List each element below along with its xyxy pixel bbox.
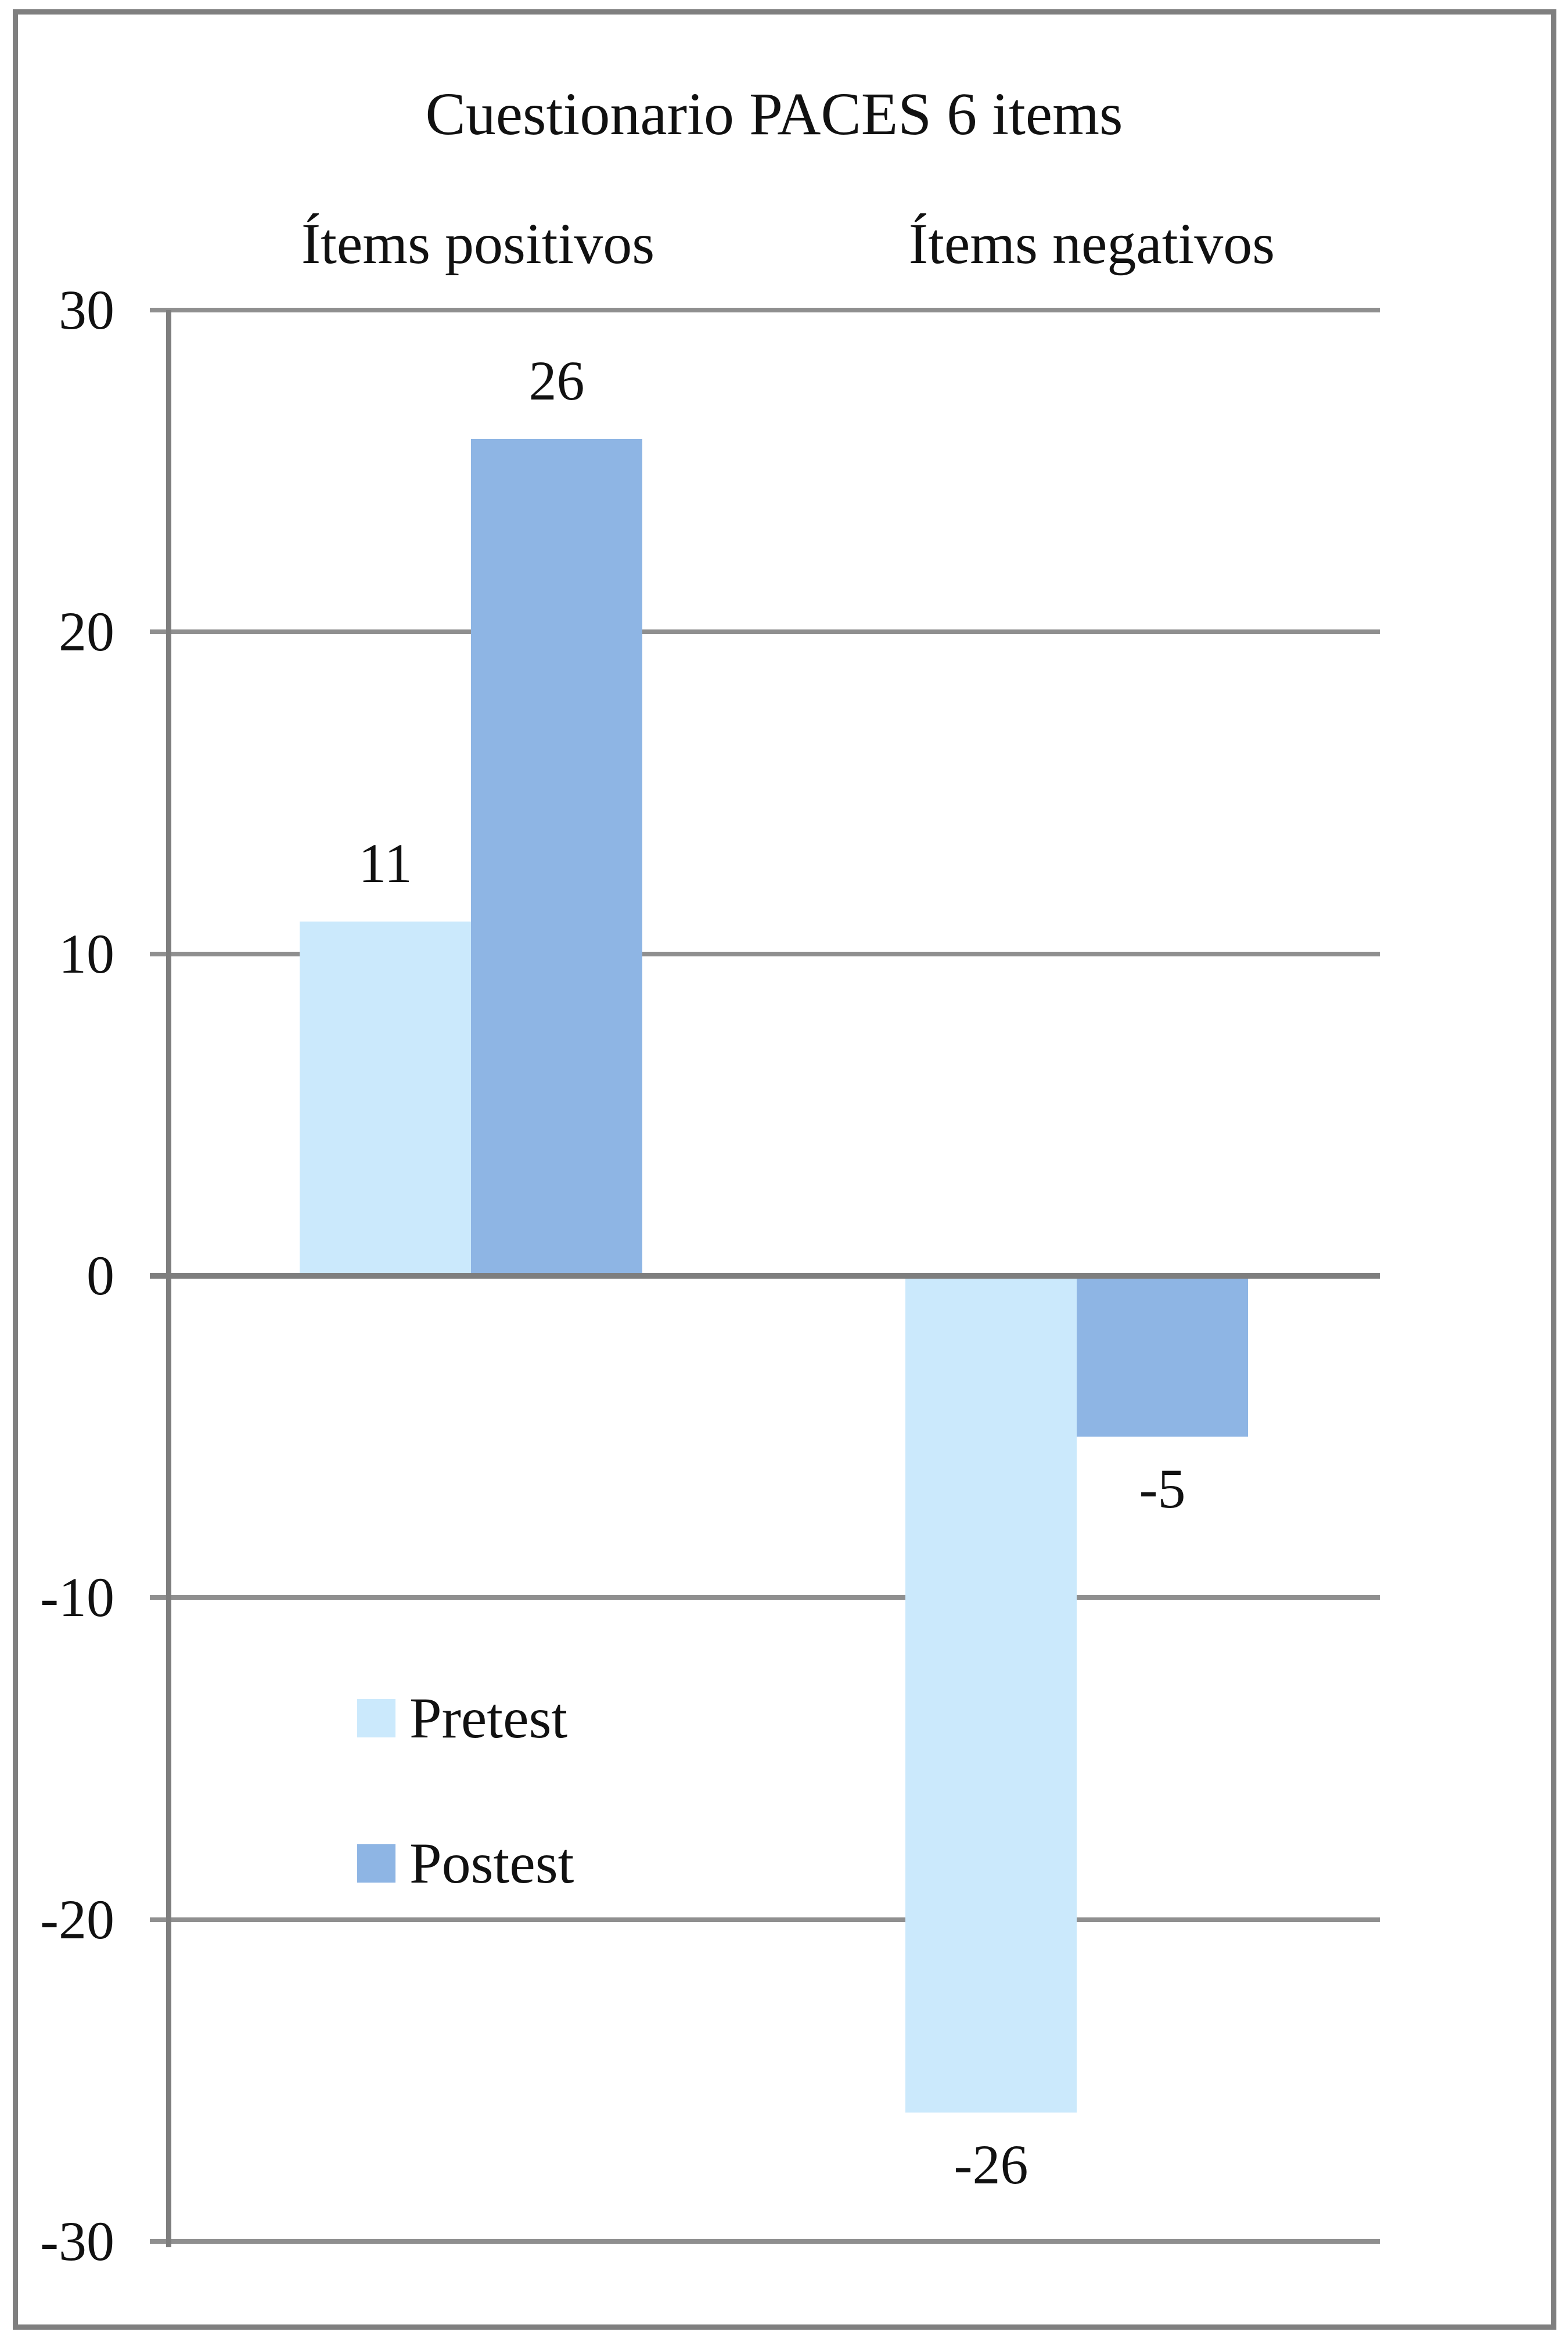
legend-item-postest: Postest <box>357 1825 574 1902</box>
legend-label-pretest: Pretest <box>409 1686 568 1750</box>
legend-label-postest: Postest <box>409 1831 574 1895</box>
category-label-positivos: Ítems positivos <box>301 211 655 276</box>
gridline-20 <box>150 629 1380 635</box>
legend-swatch-postest <box>357 1844 395 1883</box>
y-tick-label--10: -10 <box>40 1566 114 1629</box>
gridline--30 <box>150 2239 1380 2244</box>
gridline--10 <box>150 1595 1380 1600</box>
gridline-10 <box>150 951 1380 956</box>
category-label-negativos: Ítems negativos <box>908 211 1275 276</box>
chart-title: Cuestionario PACES 6 items <box>425 81 1123 147</box>
legend-swatch-pretest <box>357 1699 395 1737</box>
y-tick-label-10: 10 <box>59 922 114 985</box>
y-tick-label--20: -20 <box>40 1888 114 1951</box>
y-axis-line <box>166 310 171 2247</box>
bar-value-label-11: 11 <box>358 832 412 895</box>
zero-gridline <box>150 1273 1380 1279</box>
bar-value-label-26: 26 <box>528 349 585 412</box>
bar-value-label--26: -26 <box>954 2133 1028 2196</box>
bar-value-label--5: -5 <box>1139 1458 1186 1520</box>
bar-pretest-positivos <box>300 922 471 1276</box>
legend-item-pretest: Pretest <box>357 1680 574 1757</box>
chart-border <box>13 9 1556 2330</box>
y-tick-label--30: -30 <box>40 2210 114 2272</box>
legend: Pretest Postest <box>357 1680 574 1902</box>
bar-postest-positivos <box>471 438 642 1276</box>
bar-postest-negativos <box>1077 1276 1248 1437</box>
gridline--20 <box>150 1917 1380 1922</box>
y-tick-label-0: 0 <box>87 1244 114 1307</box>
y-tick-label-30: 30 <box>59 279 114 341</box>
gridline-30 <box>150 308 1380 312</box>
bar-pretest-negativos <box>905 1276 1077 2113</box>
y-tick-label-20: 20 <box>59 600 114 663</box>
